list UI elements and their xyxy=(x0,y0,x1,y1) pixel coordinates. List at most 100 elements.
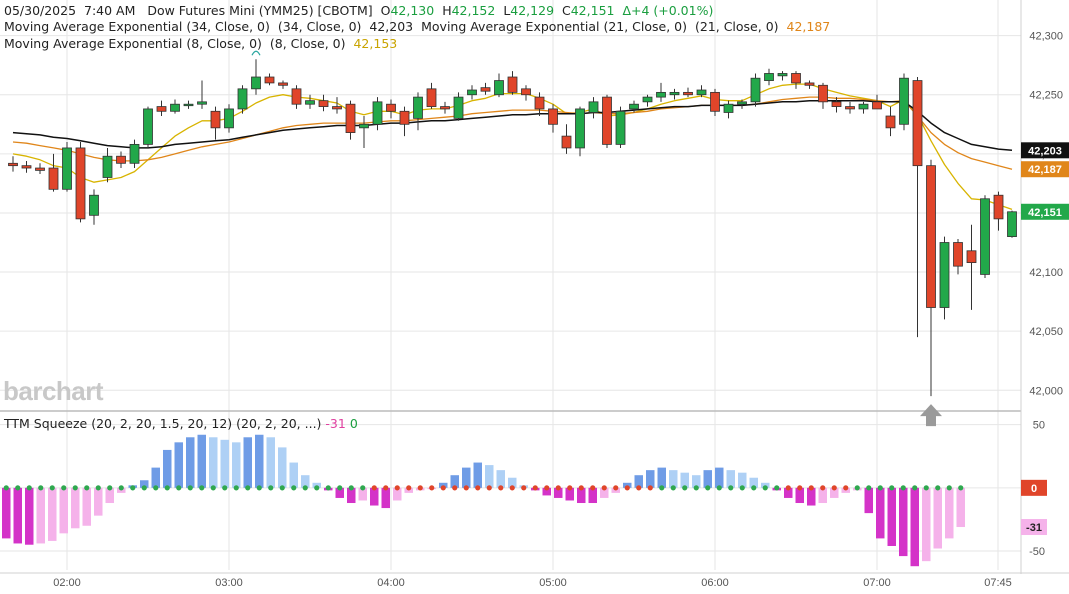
candle-body xyxy=(683,91,693,96)
candle-body xyxy=(899,77,909,125)
candle-body xyxy=(62,147,72,190)
ttm-squeeze-dot xyxy=(187,485,193,491)
ttm-bar xyxy=(473,462,482,488)
ttm-squeeze-dot xyxy=(854,485,860,491)
ttm-bar xyxy=(600,487,609,498)
candle-body xyxy=(318,100,329,107)
candle-body xyxy=(75,147,86,220)
candle xyxy=(318,94,329,112)
candle-body xyxy=(251,76,261,90)
candle xyxy=(35,163,45,174)
ttm-bar xyxy=(450,475,459,488)
quote-datetime: 05/30/2025 7:40 AM xyxy=(4,3,136,18)
candle-body xyxy=(453,96,464,119)
ttm-bar xyxy=(807,487,816,506)
candle xyxy=(210,106,221,140)
time-tick-label: 07:45 xyxy=(984,577,1012,589)
candle xyxy=(764,68,774,86)
candle-body xyxy=(750,77,761,103)
ttm-bar xyxy=(795,487,804,504)
ttm-squeeze-dot xyxy=(946,485,952,491)
candle xyxy=(102,147,113,183)
ttm-squeeze-dot xyxy=(302,485,308,491)
ttm-bar xyxy=(956,487,965,528)
ttm-squeeze-dot xyxy=(475,485,481,491)
candle xyxy=(831,97,842,113)
candle-body xyxy=(548,108,558,125)
quote-low: 42,129 xyxy=(510,3,555,18)
ttm-bar xyxy=(945,487,954,539)
price-tick-label: 42,250 xyxy=(1029,90,1063,102)
ttm-squeeze-dot xyxy=(636,485,642,491)
ttm-name: TTM Squeeze (20, 2, 20, 1.5, 20, 12) xyxy=(4,416,233,431)
ttm-squeeze-dot xyxy=(3,485,9,491)
price-tag: 42,187 xyxy=(1021,161,1069,178)
candle xyxy=(561,124,572,154)
ttm-squeeze-dot xyxy=(314,485,320,491)
candle xyxy=(116,151,126,169)
ttm-bar xyxy=(209,437,218,488)
ttm-bar xyxy=(370,487,379,506)
candle xyxy=(926,159,936,397)
candle xyxy=(777,71,788,81)
ttm-squeeze-dot xyxy=(245,485,251,491)
candle xyxy=(980,195,990,278)
ttm-bar xyxy=(703,470,712,488)
ema34-line xyxy=(12,99,1013,152)
candle xyxy=(8,156,18,172)
candle-body xyxy=(305,100,315,105)
ttm-squeeze-dot xyxy=(291,485,297,491)
ttm-squeeze-dot xyxy=(728,485,734,491)
candle-body xyxy=(48,167,59,190)
price-tag-bg xyxy=(1021,161,1069,178)
candles[interactable] xyxy=(8,59,1017,397)
candle-body xyxy=(8,162,18,167)
candle xyxy=(129,139,140,169)
ttm-squeeze-dot xyxy=(900,485,906,491)
quote-open: 42,130 xyxy=(390,3,435,18)
candle-body xyxy=(332,106,342,110)
candle-body xyxy=(710,91,720,112)
candle xyxy=(791,71,801,89)
price-tag-label: 42,203 xyxy=(1028,145,1062,157)
ttm-squeeze-dot xyxy=(417,485,423,491)
ttm-bar xyxy=(393,487,402,501)
ema8-name: Moving Average Exponential (8, Close, 0) xyxy=(4,36,262,51)
ttm-squeeze-dot xyxy=(406,485,412,491)
candle xyxy=(264,73,275,86)
ttm-squeeze-dot xyxy=(889,485,895,491)
candle-body xyxy=(575,108,585,149)
price-tag-label: 42,151 xyxy=(1028,207,1062,219)
candle-body xyxy=(831,101,842,107)
candle xyxy=(278,80,288,89)
candle-body xyxy=(615,110,626,145)
ema-legend-line-3: Moving Average Exponential (8, Close, 0)… xyxy=(4,36,397,51)
ttm-bar xyxy=(634,475,643,488)
ttm-bar xyxy=(243,437,252,488)
ttm-squeeze-dot xyxy=(739,485,745,491)
ttm-tick-label: 50 xyxy=(1033,420,1045,432)
ttm-squeeze-dot xyxy=(72,485,78,491)
quote-symbol: Dow Futures Mini (YMM25) [CBOTM] xyxy=(147,3,373,18)
ttm-tick-label: -50 xyxy=(1029,546,1045,558)
ttm-squeeze-dot xyxy=(509,485,515,491)
candle xyxy=(413,92,423,131)
candle-body xyxy=(372,101,383,125)
candle xyxy=(602,94,612,148)
ttm-tag-bg xyxy=(1021,479,1047,496)
ttm-bar xyxy=(232,442,241,488)
ttm-squeeze-dot xyxy=(38,485,44,491)
candle xyxy=(386,99,396,119)
candle xyxy=(453,92,464,121)
candle-body xyxy=(170,103,180,112)
ema21-value: 42,187 xyxy=(786,19,831,34)
ttm-bar xyxy=(36,487,45,544)
ttm-bar xyxy=(818,487,827,504)
candle xyxy=(696,85,707,98)
candle-body xyxy=(845,106,855,110)
quote-high: 42,152 xyxy=(451,3,496,18)
candle xyxy=(683,87,693,98)
candle xyxy=(440,101,450,114)
ttm-squeeze-dot xyxy=(463,485,469,491)
